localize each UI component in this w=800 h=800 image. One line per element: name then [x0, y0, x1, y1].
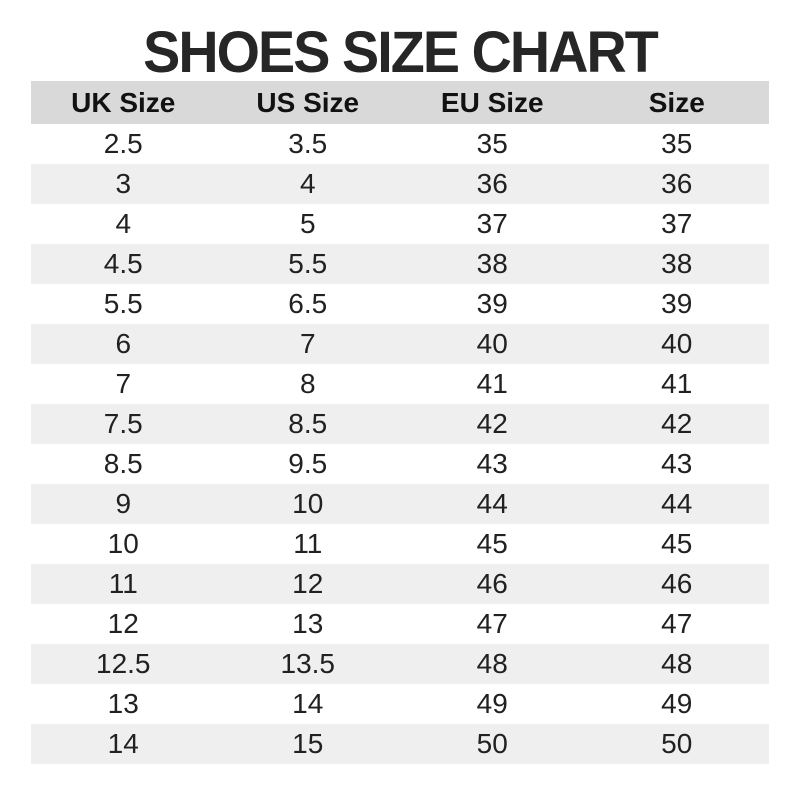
table-row: 5.5 6.5 39 39: [31, 284, 769, 324]
size-cell: 44: [584, 484, 769, 524]
size-cell: 46: [400, 564, 585, 604]
size-cell: 41: [400, 364, 585, 404]
size-cell: 39: [584, 284, 769, 324]
table-row: 14 15 50 50: [31, 724, 769, 764]
size-cell: 8.5: [31, 444, 216, 484]
table-row: 11 12 46 46: [31, 564, 769, 604]
page-title: SHOES SIZE CHART: [143, 20, 659, 85]
size-cell: 48: [400, 644, 585, 684]
size-cell: 42: [584, 404, 769, 444]
table-row: 10 11 45 45: [31, 524, 769, 564]
size-cell: 49: [584, 684, 769, 724]
size-cell: 48: [584, 644, 769, 684]
size-cell: 15: [215, 724, 400, 764]
size-cell: 5.5: [215, 244, 400, 284]
size-cell: 13: [215, 604, 400, 644]
size-cell: 47: [400, 604, 585, 644]
size-cell: 50: [400, 724, 585, 764]
size-cell: 43: [584, 444, 769, 484]
header-row: UK Size US Size EU Size Size: [31, 81, 769, 124]
table-row: 13 14 49 49: [31, 684, 769, 724]
size-cell: 6.5: [215, 284, 400, 324]
header-eu-size: EU Size: [400, 81, 585, 124]
size-cell: 42: [400, 404, 585, 444]
size-cell: 3.5: [215, 124, 400, 164]
size-cell: 7: [31, 364, 216, 404]
size-cell: 50: [584, 724, 769, 764]
table-row: 9 10 44 44: [31, 484, 769, 524]
size-cell: 4: [31, 204, 216, 244]
size-cell: 40: [400, 324, 585, 364]
size-cell: 43: [400, 444, 585, 484]
size-cell: 7.5: [31, 404, 216, 444]
size-cell: 7: [215, 324, 400, 364]
table-row: 6 7 40 40: [31, 324, 769, 364]
size-cell: 45: [584, 524, 769, 564]
size-cell: 47: [584, 604, 769, 644]
size-cell: 8.5: [215, 404, 400, 444]
size-cell: 35: [400, 124, 585, 164]
size-cell: 46: [584, 564, 769, 604]
table-row: 12.5 13.5 48 48: [31, 644, 769, 684]
size-cell: 9: [31, 484, 216, 524]
table-row: 4 5 37 37: [31, 204, 769, 244]
size-cell: 35: [584, 124, 769, 164]
size-cell: 38: [400, 244, 585, 284]
size-table: UK Size US Size EU Size Size 2.5 3.5 35 35 3…: [31, 81, 769, 764]
table-row: 3 4 36 36: [31, 164, 769, 204]
size-cell: 13: [31, 684, 216, 724]
size-cell: 6: [31, 324, 216, 364]
header-uk-size: UK Size: [31, 81, 216, 124]
size-cell: 12: [31, 604, 216, 644]
size-cell: 12.5: [31, 644, 216, 684]
header-us-size: US Size: [215, 81, 400, 124]
table-row: 7.5 8.5 42 42: [31, 404, 769, 444]
size-cell: 44: [400, 484, 585, 524]
size-cell: 36: [584, 164, 769, 204]
size-cell: 38: [584, 244, 769, 284]
size-cell: 39: [400, 284, 585, 324]
size-cell: 13.5: [215, 644, 400, 684]
size-cell: 8: [215, 364, 400, 404]
size-cell: 12: [215, 564, 400, 604]
size-cell: 37: [584, 204, 769, 244]
size-cell: 10: [31, 524, 216, 564]
size-cell: 14: [215, 684, 400, 724]
size-cell: 4: [215, 164, 400, 204]
table-row: 2.5 3.5 35 35: [31, 124, 769, 164]
size-cell: 9.5: [215, 444, 400, 484]
size-table-header: UK Size US Size EU Size Size: [31, 81, 769, 124]
size-cell: 41: [584, 364, 769, 404]
size-cell: 10: [215, 484, 400, 524]
size-cell: 3: [31, 164, 216, 204]
size-cell: 11: [215, 524, 400, 564]
size-cell: 36: [400, 164, 585, 204]
table-row: 12 13 47 47: [31, 604, 769, 644]
table-row: 8.5 9.5 43 43: [31, 444, 769, 484]
size-cell: 2.5: [31, 124, 216, 164]
size-cell: 37: [400, 204, 585, 244]
size-table-body: 2.5 3.5 35 35 3 4 36 36 4 5 37 37 4.5 5.5 38 38 5.5 6.5 39…: [31, 124, 769, 764]
size-cell: 45: [400, 524, 585, 564]
table-row: 7 8 41 41: [31, 364, 769, 404]
size-cell: 4.5: [31, 244, 216, 284]
size-cell: 40: [584, 324, 769, 364]
size-cell: 11: [31, 564, 216, 604]
size-cell: 49: [400, 684, 585, 724]
header-size: Size: [584, 81, 769, 124]
table-row: 4.5 5.5 38 38: [31, 244, 769, 284]
size-cell: 5.5: [31, 284, 216, 324]
size-cell: 14: [31, 724, 216, 764]
size-cell: 5: [215, 204, 400, 244]
